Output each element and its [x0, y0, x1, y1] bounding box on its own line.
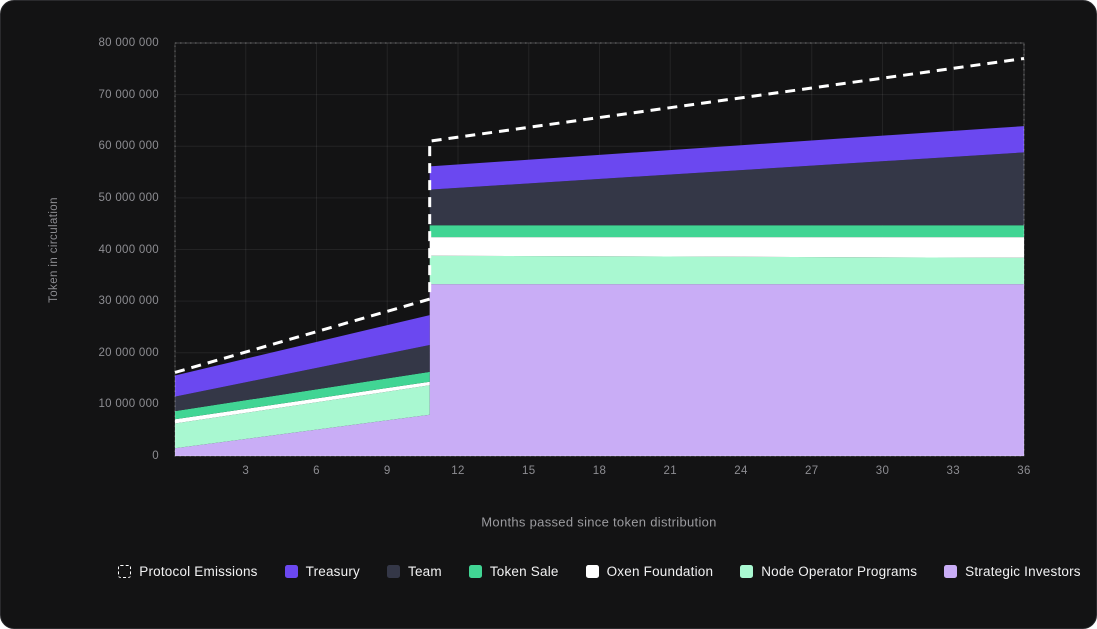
legend-item-protocol-emissions: Protocol Emissions	[118, 564, 257, 579]
legend-label: Oxen Foundation	[606, 564, 714, 579]
legend-item-oxen-foundation: Oxen Foundation	[585, 564, 714, 579]
line-protocol-emissions	[174, 57, 1025, 374]
color-swatch-icon	[284, 565, 298, 578]
area-node-operator-programs	[175, 255, 1024, 449]
area-token-sale	[175, 225, 1024, 420]
y-tick-label: 20 000 000	[98, 346, 159, 359]
legend-label: Token Sale	[489, 564, 559, 579]
legend-label: Protocol Emissions	[139, 564, 258, 579]
y-tick-label: 80 000 000	[98, 37, 159, 49]
legend-item-node-operator-programs: Node Operator Programs	[740, 564, 917, 579]
y-tick-label: 60 000 000	[98, 140, 159, 153]
legend-label: Team	[408, 564, 442, 579]
x-tick-label: 30	[875, 465, 890, 477]
x-tick-label: 9	[383, 465, 391, 477]
x-tick-label: 12	[451, 465, 465, 477]
x-tick-label: 18	[592, 465, 607, 477]
area-strategic-investors	[175, 284, 1024, 456]
y-tick-label: 10 000 000	[98, 398, 159, 411]
y-tick-label: 30 000 000	[98, 295, 159, 308]
legend-item-strategic-investors: Strategic Investors	[944, 564, 1081, 579]
x-tick-label: 6	[313, 465, 320, 477]
area-oxen-foundation	[175, 237, 1024, 424]
x-tick-label: 36	[1017, 465, 1031, 477]
x-tick-label: 33	[946, 465, 960, 477]
x-axis-title: Months passed since token distribution	[481, 514, 717, 530]
color-swatch-icon	[468, 565, 482, 578]
legend-label: Treasury	[305, 564, 360, 579]
legend-item-team: Team	[387, 564, 442, 579]
dashed-outline-swatch-icon	[118, 565, 132, 578]
x-tick-label: 3	[242, 465, 250, 477]
plot-border-dotted	[174, 42, 1025, 457]
x-tick-label: 27	[805, 465, 819, 477]
legend-item-treasury: Treasury	[284, 564, 360, 579]
area-team	[175, 152, 1024, 412]
legend-label: Strategic Investors	[965, 564, 1081, 579]
legend-item-token-sale: Token Sale	[468, 564, 559, 579]
area-treasury	[175, 126, 1024, 397]
x-tick-label: 15	[522, 465, 536, 477]
y-tick-label: 50 000 000	[98, 191, 159, 204]
color-swatch-icon	[944, 565, 958, 578]
y-tick-label: 40 000 000	[98, 243, 159, 256]
legend-label: Node Operator Programs	[761, 564, 918, 579]
x-tick-label: 21	[663, 465, 677, 477]
y-tick-label: 0	[152, 450, 159, 462]
color-swatch-icon	[387, 565, 400, 578]
y-tick-label: 70 000 000	[98, 88, 159, 101]
color-swatch-icon	[740, 565, 754, 578]
plot-border	[174, 42, 1025, 457]
y-axis-title: Token in circulation	[48, 197, 60, 303]
chart-legend: Protocol Emissions Treasury Team Token Sale…	[118, 564, 1081, 579]
x-tick-label: 24	[734, 465, 748, 477]
color-swatch-icon	[585, 565, 599, 578]
